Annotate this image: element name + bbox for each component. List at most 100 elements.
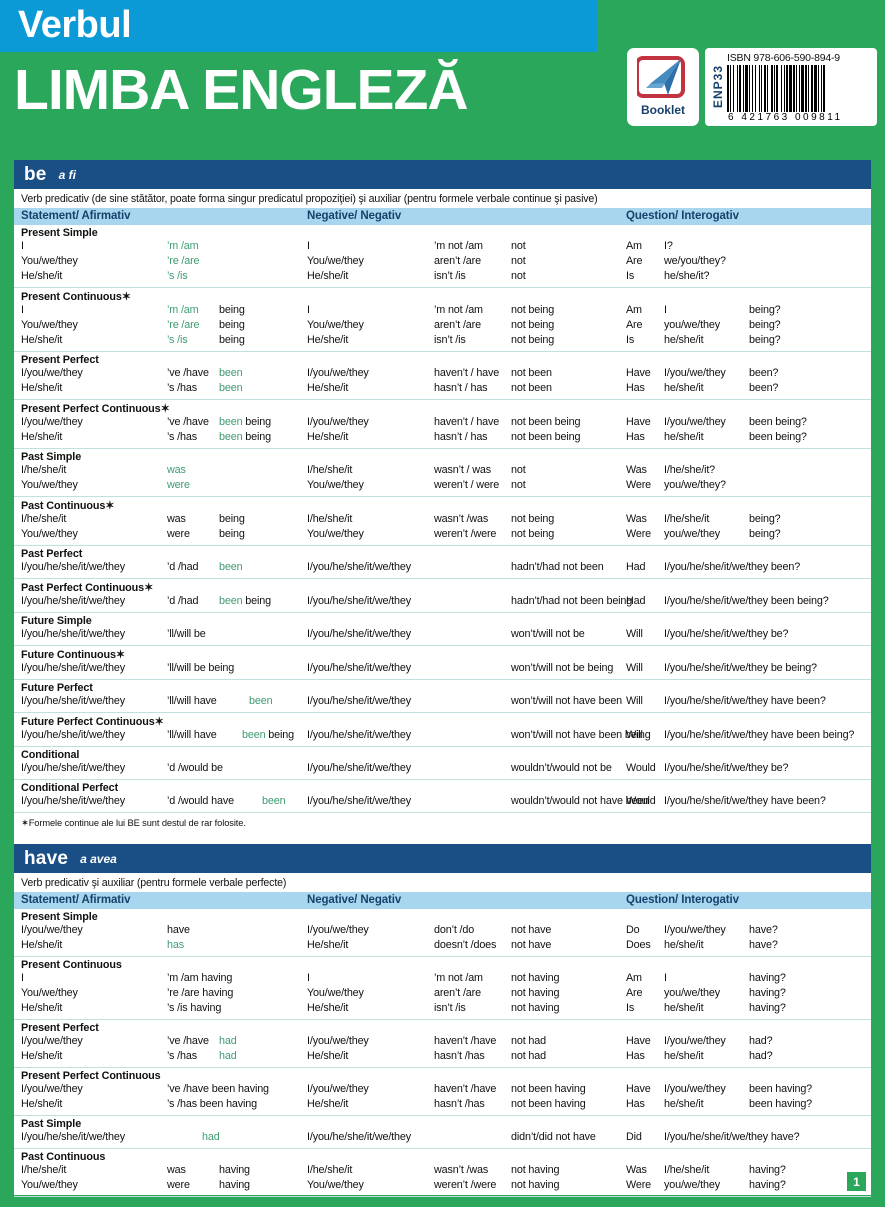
cell-q-aux: Did [626,1131,642,1143]
cell-neg-aux: aren’t /are [434,987,481,999]
cell-neg-rest: not been [511,382,552,394]
verb-headword: have [24,847,69,869]
cell-subject: I/you/we/they [21,1035,83,1047]
cell-aux: was [167,464,186,476]
cell-neg-aux: wasn’t /was [434,1164,489,1176]
cell-neg-rest: not being [511,304,555,316]
cell-q-rest: had? [749,1035,773,1047]
cell-neg-aux: ’m not /am [434,240,483,252]
cell-aux: ’ll/will be [167,628,206,640]
cell-q-rest: being? [749,319,781,331]
cell-q-subject: I/you/he/she/it/we/they be being? [664,662,817,674]
cell-subject: I/you/we/they [21,416,83,428]
cell-neg-aux: hasn’t / has [434,382,488,394]
cell-q-rest: having? [749,972,786,984]
cell-neg-subject: I [307,972,310,984]
cell-aux: ’d /had [167,595,199,607]
cell-q-subject: I/you/we/they [664,367,726,379]
cell-neg-rest: not being [511,513,555,525]
section-gap [14,835,871,844]
cell-q-rest: been being? [749,416,807,428]
cell-subject: I/he/she/it [21,464,67,476]
cell-neg-rest: not [511,479,526,491]
column-header-statement: Statement/ Afirmativ [21,210,131,222]
cell-neg-rest: not [511,270,526,282]
cell-neg-subject: He/she/it [307,1002,349,1014]
tense-rows: I/he/she/it was having I/he/she/it wasn’t /w… [14,1164,871,1196]
cell-q-rest: have? [749,924,778,936]
cell-neg-subject: I/you/he/she/it/we/they [307,795,411,807]
cell-neg-aux: aren’t /are [434,319,481,331]
tense-rows: I/you/we/they have I/you/we/they don’t /do n… [14,924,871,956]
tense-rows: I/you/he/she/it/we/they ’ll/will have been… [14,729,871,746]
cell-q-subject: I [664,972,667,984]
cell-aux2: being [219,528,245,540]
cell-q-aux: Was [626,1164,647,1176]
cell-aux: ’s /has [167,431,197,443]
cell-neg-rest: didn’t/did not have [511,1131,596,1143]
cell-neg-subject: I [307,304,310,316]
tense-rows: I/you/he/she/it/we/they ’ll/will be being… [14,662,871,679]
table-row: I/you/we/they ’ve /have been being I/you/we… [14,416,871,431]
cell-neg-aux: weren’t /were [434,528,497,540]
cell-q-aux: Do [626,924,640,936]
cell-neg-rest: not [511,464,526,476]
cell-q-subject: he/she/it [664,382,704,394]
cell-q-rest: being? [749,304,781,316]
verb-translation: a avea [80,851,117,866]
cell-neg-subject: I/you/he/she/it/we/they [307,662,411,674]
cell-neg-rest: won’t/will not be being [511,662,614,674]
cell-neg-aux: wasn’t /was [434,513,489,525]
cell-aux: ’ve /have [167,416,209,428]
cell-q-subject: you/we/they [664,319,720,331]
cell-q-subject: I/you/we/they [664,1035,726,1047]
cell-aux: was [167,1164,186,1176]
cell-q-aux: Is [626,270,635,282]
cell-neg-aux: weren’t /were [434,1179,497,1191]
cell-neg-rest: not having [511,972,560,984]
tense-name: Present Simple [21,911,98,923]
cell-aux: ’s /is [167,334,188,346]
cell-q-aux: Has [626,382,645,394]
cell-q-aux: Has [626,431,645,443]
cell-q-aux: Are [626,255,643,267]
cell-neg-subject: I/he/she/it [307,464,353,476]
tense-name: Present Simple [21,227,98,239]
verb-description: Verb predicativ şi auxiliar (pentru form… [21,877,287,889]
barcode-block: ENP33 ISBN 978-606-590-894-9 6 421763 00… [705,48,877,126]
cell-q-aux: Was [626,513,647,525]
tense-block: Conditional I/you/he/she/it/we/they’d /wo… [14,747,871,780]
cell-q-aux: Are [626,319,643,331]
cell-q-rest: having? [749,1164,786,1176]
cell-q-rest: have? [749,939,778,951]
cell-neg-rest: not been being [511,431,581,443]
cell-q-subject: I? [664,240,673,252]
tense-rows: I/he/she/it was being I/he/she/it wasn’t /wa… [14,513,871,545]
cell-aux2: been [219,561,243,573]
tense-name: Present Perfect [21,1022,99,1034]
cell-q-aux: Have [626,1035,651,1047]
tense-rows: I/you/he/she/it/we/they ’ll/will be I/you/… [14,628,871,645]
column-header-negative: Negative/ Negativ [307,210,402,222]
column-header-row: Statement/ Afirmativ Negative/ Negativ Que… [14,892,871,909]
cell-subject: I [21,240,24,252]
cell-subject: I/you/we/they [21,1083,83,1095]
cell-q-aux: Does [626,939,651,951]
cell-neg-subject: I [307,240,310,252]
cell-q-rest: having? [749,987,786,999]
cell-aux: were [167,1179,190,1191]
cell-q-aux: Was [626,464,647,476]
cell-neg-subject: You/we/they [307,528,364,540]
cell-subject: I/you/he/she/it/we/they [21,662,125,674]
cell-q-aux: Am [626,240,642,252]
cell-neg-subject: He/she/it [307,1098,349,1110]
cell-q-subject: I/you/he/she/it/we/they be? [664,762,789,774]
tense-name: Future Simple [21,615,92,627]
cell-neg-aux: haven’t /have [434,1083,497,1095]
cell-q-aux: Would [626,795,656,807]
cell-neg-rest: not having [511,987,560,999]
cell-neg-subject: I/you/we/they [307,1083,369,1095]
table-row: He/she/it ’s /has been being He/she/it hasn’… [14,431,871,446]
cell-neg-rest: not been [511,367,552,379]
barcode-bars [727,65,874,112]
